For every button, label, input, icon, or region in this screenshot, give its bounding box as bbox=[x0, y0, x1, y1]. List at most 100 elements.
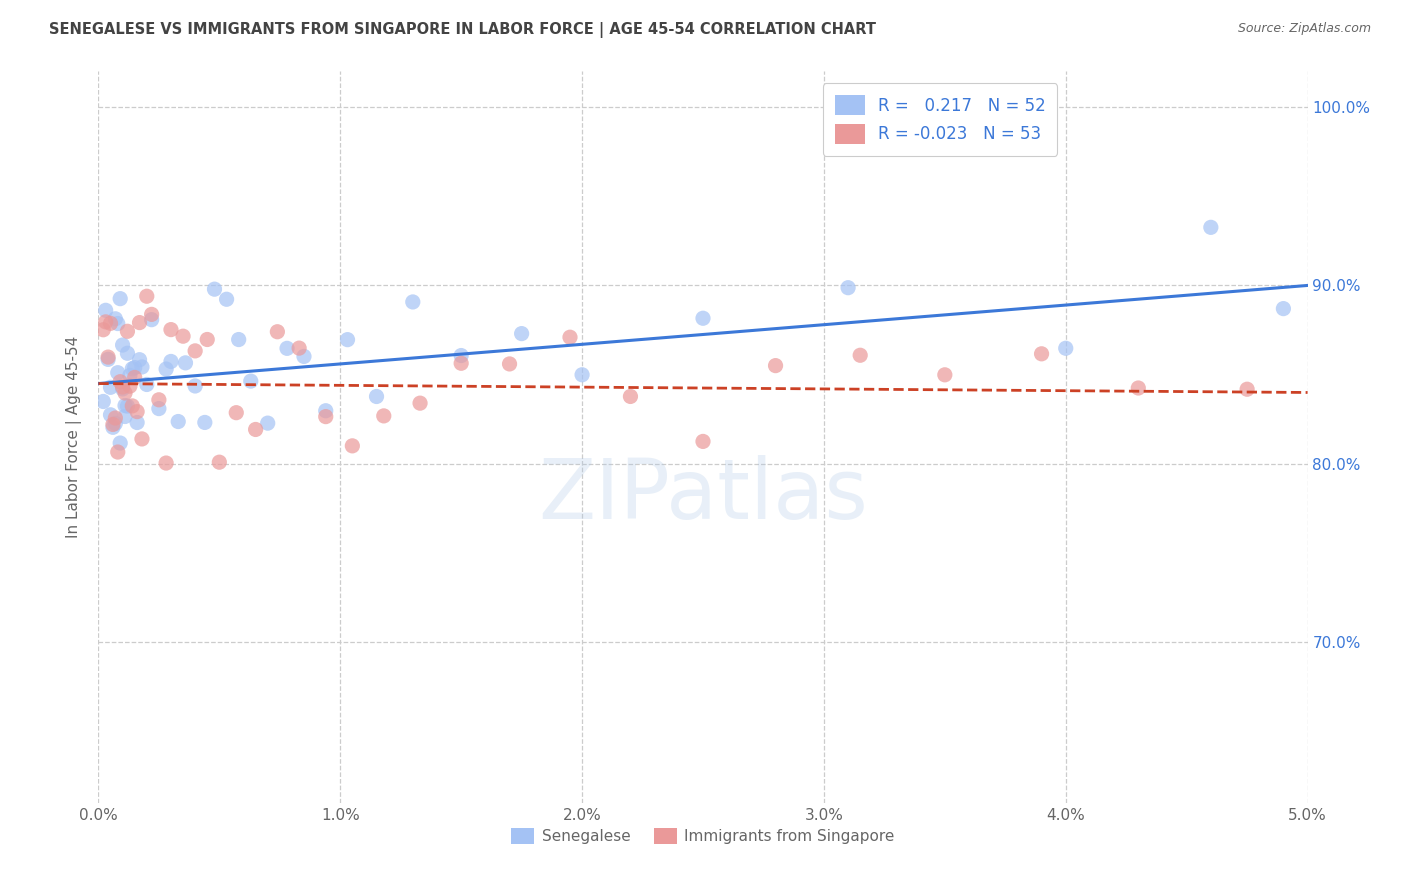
Point bbox=[1272, 301, 1295, 316]
Point bbox=[128, 352, 150, 367]
Text: SENEGALESE VS IMMIGRANTS FROM SINGAPORE IN LABOR FORCE | AGE 45-54 CORRELATION C: SENEGALESE VS IMMIGRANTS FROM SINGAPORE … bbox=[49, 22, 876, 38]
Text: ZIPatlas: ZIPatlas bbox=[538, 455, 868, 536]
Point bbox=[266, 325, 288, 339]
Point bbox=[155, 362, 177, 376]
Point bbox=[245, 422, 267, 436]
Point bbox=[101, 417, 124, 432]
Point bbox=[114, 409, 136, 424]
Point bbox=[107, 445, 129, 459]
Point bbox=[184, 379, 207, 393]
Point bbox=[619, 389, 641, 403]
Point bbox=[692, 434, 714, 449]
Point bbox=[450, 349, 472, 363]
Point bbox=[117, 324, 139, 338]
Point bbox=[108, 292, 131, 306]
Point bbox=[155, 456, 177, 470]
Point bbox=[692, 311, 714, 326]
Point bbox=[256, 416, 278, 430]
Point bbox=[510, 326, 533, 341]
Point bbox=[1128, 381, 1150, 395]
Point bbox=[225, 406, 247, 420]
Point bbox=[571, 368, 593, 382]
Point bbox=[148, 392, 170, 407]
Point bbox=[111, 382, 134, 396]
Point bbox=[94, 303, 117, 318]
Point bbox=[114, 399, 136, 413]
Point bbox=[1031, 347, 1053, 361]
Point bbox=[117, 346, 139, 360]
Point bbox=[141, 307, 163, 321]
Point bbox=[837, 281, 859, 295]
Point bbox=[934, 368, 956, 382]
Y-axis label: In Labor Force | Age 45-54: In Labor Force | Age 45-54 bbox=[66, 336, 83, 538]
Point bbox=[141, 312, 163, 326]
Point bbox=[107, 366, 129, 380]
Point bbox=[228, 333, 250, 347]
Text: Source: ZipAtlas.com: Source: ZipAtlas.com bbox=[1237, 22, 1371, 36]
Point bbox=[94, 315, 117, 329]
Point bbox=[208, 455, 231, 469]
Point bbox=[127, 404, 149, 418]
Point bbox=[124, 370, 146, 384]
Point bbox=[135, 377, 157, 392]
Point bbox=[127, 416, 149, 430]
Point bbox=[315, 409, 337, 424]
Point bbox=[160, 323, 183, 337]
Point bbox=[174, 356, 197, 370]
Point bbox=[288, 341, 311, 355]
Point bbox=[91, 323, 114, 337]
Point bbox=[100, 380, 122, 394]
Point bbox=[121, 399, 143, 413]
Point bbox=[108, 436, 131, 450]
Point bbox=[172, 329, 194, 343]
Point bbox=[104, 417, 127, 431]
Point bbox=[184, 343, 207, 358]
Point bbox=[128, 316, 150, 330]
Point bbox=[336, 333, 359, 347]
Point bbox=[167, 415, 190, 429]
Point bbox=[194, 416, 217, 430]
Point bbox=[111, 380, 134, 394]
Point bbox=[97, 352, 120, 367]
Point bbox=[131, 432, 153, 446]
Point bbox=[107, 317, 129, 331]
Point bbox=[131, 359, 153, 374]
Point bbox=[292, 350, 315, 364]
Point bbox=[558, 330, 581, 344]
Point bbox=[111, 338, 134, 352]
Point bbox=[117, 399, 139, 413]
Point bbox=[215, 292, 238, 306]
Point bbox=[108, 375, 131, 389]
Point bbox=[114, 386, 136, 401]
Point bbox=[118, 379, 141, 393]
Point bbox=[101, 420, 124, 434]
Legend: Senegalese, Immigrants from Singapore: Senegalese, Immigrants from Singapore bbox=[505, 822, 901, 850]
Point bbox=[765, 359, 787, 373]
Point bbox=[450, 356, 472, 370]
Point bbox=[402, 295, 425, 310]
Point bbox=[135, 289, 157, 303]
Point bbox=[849, 348, 872, 362]
Point bbox=[366, 389, 388, 403]
Point bbox=[124, 360, 146, 375]
Point bbox=[104, 411, 127, 425]
Point bbox=[409, 396, 432, 410]
Point bbox=[276, 342, 298, 356]
Point bbox=[1236, 382, 1258, 396]
Point bbox=[498, 357, 520, 371]
Point bbox=[315, 403, 337, 417]
Point bbox=[100, 408, 122, 422]
Point bbox=[239, 374, 262, 388]
Point bbox=[104, 311, 127, 326]
Point bbox=[100, 317, 122, 331]
Point bbox=[121, 361, 143, 376]
Point bbox=[204, 282, 226, 296]
Point bbox=[342, 439, 364, 453]
Point bbox=[195, 333, 218, 347]
Point bbox=[373, 409, 395, 423]
Point bbox=[160, 354, 183, 368]
Point bbox=[1199, 220, 1222, 235]
Point bbox=[118, 368, 141, 383]
Point bbox=[97, 350, 120, 364]
Point bbox=[1054, 341, 1077, 355]
